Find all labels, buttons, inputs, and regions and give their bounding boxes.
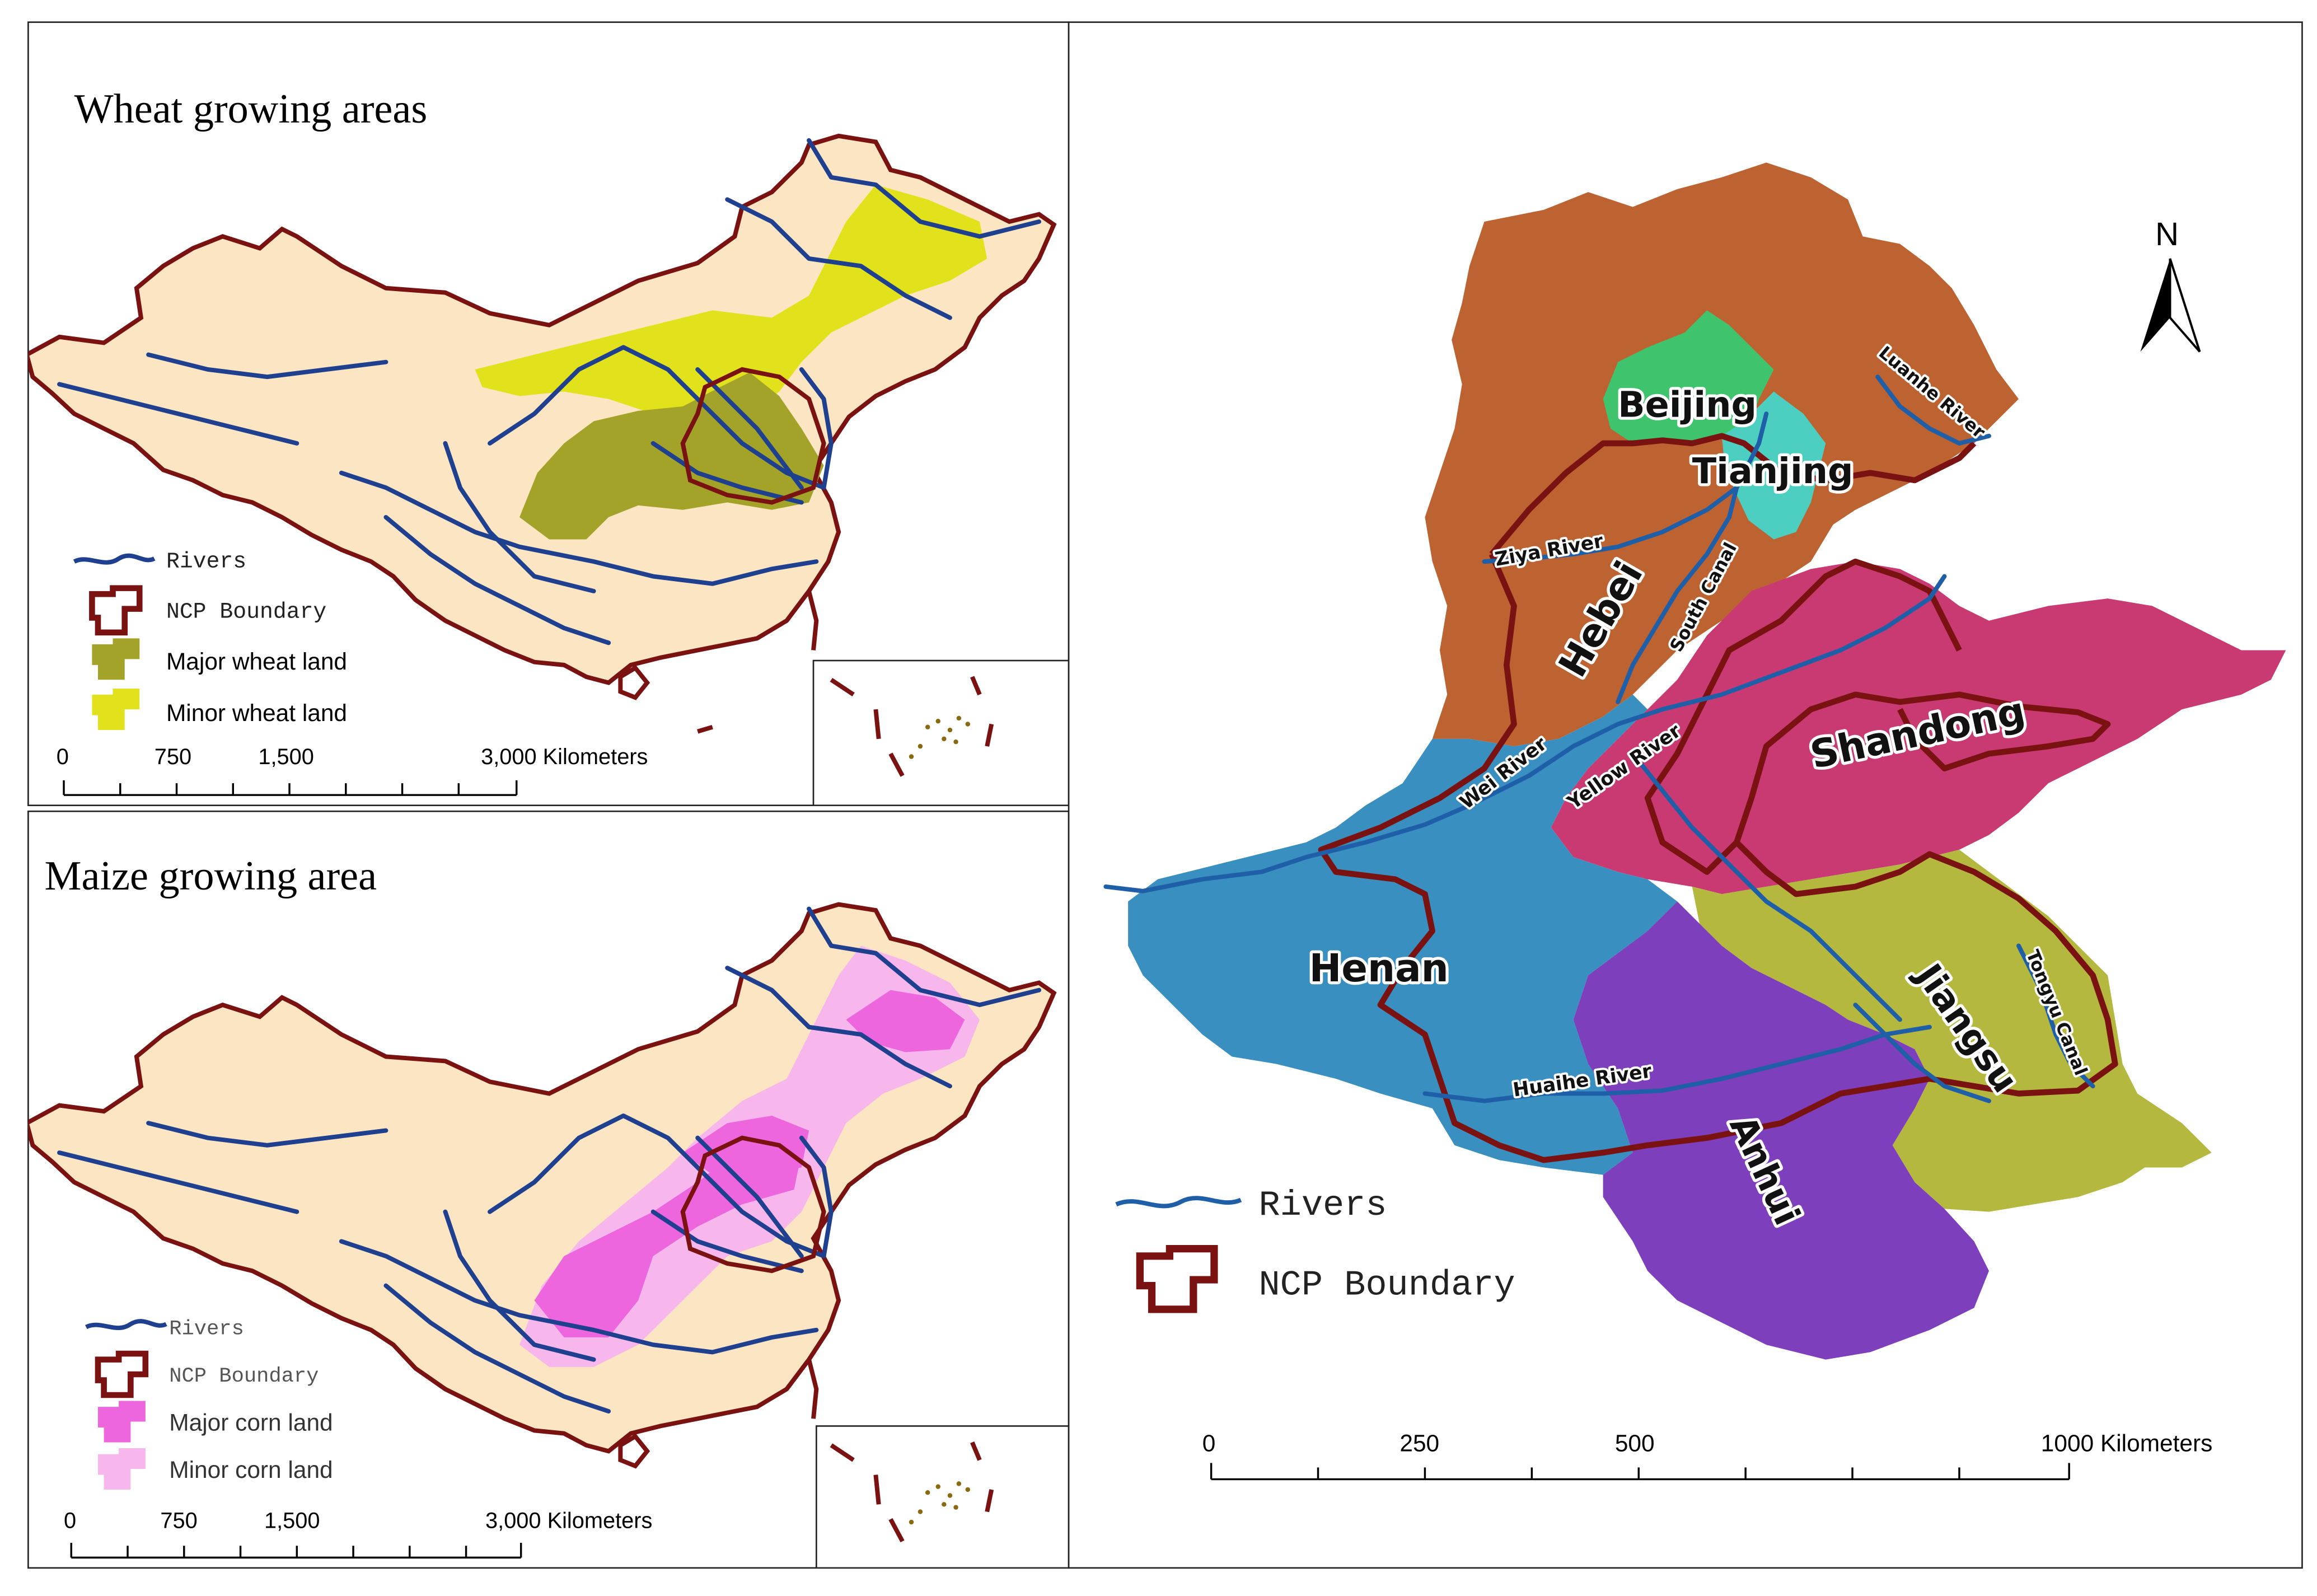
maize-legend-major-label: Major corn land [169, 1409, 333, 1435]
ncp-scale-tick-1000: 1000 Kilometers [2041, 1430, 2213, 1456]
ncp-boundary-line [1318, 433, 2118, 1163]
north-arrow-right [2169, 258, 2201, 353]
maize-legend-minor-label: Minor corn land [169, 1457, 333, 1483]
wheat-map-panel: Wheat growing areas Rivers NCP Boundary … [27, 21, 1070, 807]
maize-south-sea-inset [815, 1425, 1069, 1568]
wheat-scale-bar: 0 750 1,500 3,000 Kilometers [57, 745, 648, 796]
wheat-legend-ncp-label: NCP Boundary [166, 600, 326, 625]
wheat-south-sea-inset [812, 659, 1069, 806]
north-arrow-label: N [2155, 216, 2179, 252]
ncp-scale-line [1210, 1463, 2070, 1481]
maize-ncp-boundary [680, 1135, 826, 1274]
ncp-scale-tick-500: 500 [1615, 1430, 1655, 1456]
luanhe-river [1875, 375, 1991, 446]
maize-map-panel: Maize growing area Rivers NCP Boundary M… [27, 810, 1070, 1569]
legend-major-wheat-swatch [92, 638, 140, 680]
maize-inset-dashes [830, 1441, 994, 1543]
wheat-scale-tick-1500: 1,500 [258, 745, 314, 769]
maize-legend: Rivers NCP Boundary Major corn land Mino… [85, 1318, 333, 1490]
maize-rivers [57, 906, 1042, 1414]
major-corn-area-north [846, 990, 965, 1052]
ncp-scale-tick-250: 250 [1399, 1430, 1439, 1456]
lower-river-branch [1853, 1003, 1991, 1103]
grand-canal [1630, 751, 1902, 1022]
ncp-legend-boundary-swatch [1136, 1245, 1218, 1313]
maize-scale-tick-750: 750 [160, 1509, 197, 1533]
label-beijing: Beijing [1618, 384, 1757, 425]
wheat-rivers [57, 138, 1042, 645]
maize-panel-title: Maize growing area [45, 853, 377, 899]
province-henan[interactable] [1128, 694, 1678, 1175]
ziya-river [1482, 411, 1769, 564]
wheat-scale-tick-3000: 3,000 Kilometers [481, 745, 648, 769]
major-corn-area-ncp [682, 1116, 809, 1175]
maize-scale-bar: 0 750 1,500 3,000 Kilometers [64, 1509, 652, 1559]
legend-major-corn-swatch [97, 1401, 146, 1443]
maize-scale-tick-0: 0 [64, 1509, 76, 1533]
label-tianjing: Tianjing [1692, 450, 1853, 492]
ncp-legend: Rivers NCP Boundary [1115, 1186, 1515, 1313]
wheat-panel-title: Wheat growing areas [74, 86, 428, 132]
minor-wheat-area [475, 184, 987, 422]
legend-minor-wheat-swatch [92, 689, 140, 731]
major-corn-area [534, 1130, 802, 1338]
legend-minor-corn-swatch [97, 1448, 146, 1490]
ncp-legend-rivers-label: Rivers [1258, 1186, 1387, 1226]
south-canal [1616, 485, 1739, 704]
maize-scale-line [70, 1542, 522, 1559]
wheat-legend-rivers-label: Rivers [166, 549, 246, 574]
province-anhui[interactable] [1573, 901, 1990, 1360]
maize-legend-rivers-label: Rivers [169, 1318, 244, 1341]
ncp-scale-bar: 0 250 500 1000 Kilometers [1202, 1430, 2213, 1481]
maize-legend-river-swatch [85, 1319, 167, 1331]
maize-legend-ncp-label: NCP Boundary [169, 1365, 319, 1388]
ncp-map-panel: Beijing Tianjing Hebei Shandong Henan Ji… [1068, 21, 2303, 1569]
north-arrow-left [2140, 258, 2170, 352]
inset-dashes [830, 676, 994, 777]
label-henan: Henan [1309, 946, 1449, 991]
wei-river [1103, 722, 1621, 893]
maize-scale-tick-1500: 1,500 [264, 1509, 320, 1533]
province-hebei[interactable] [1425, 162, 2019, 747]
wheat-scale-line [63, 780, 518, 796]
wheat-islands [618, 590, 819, 734]
maize-inset-islands [909, 1481, 971, 1525]
ncp-rivers [1103, 375, 2095, 1103]
tongyu-canal [2016, 943, 2095, 1089]
ncp-legend-boundary-label: NCP Boundary [1258, 1266, 1515, 1306]
ncp-legend-river-swatch [1115, 1196, 1242, 1209]
legend-ncp-swatch [89, 585, 143, 636]
wheat-ncp-boundary [680, 367, 826, 505]
wheat-legend: Rivers NCP Boundary Major wheat land Min… [73, 549, 347, 731]
wheat-scale-tick-0: 0 [57, 745, 69, 769]
legend-river-swatch [73, 553, 156, 565]
ncp-scale-tick-0: 0 [1202, 1430, 1216, 1456]
wheat-scale-tick-750: 750 [155, 745, 191, 769]
maize-scale-tick-3000: 3,000 Kilometers [485, 1509, 652, 1533]
inset-islands [909, 715, 971, 759]
north-arrow: N [2140, 216, 2201, 353]
maize-islands [618, 1359, 819, 1469]
huaihe-river [1422, 1024, 1932, 1103]
maize-legend-ncp-swatch [95, 1350, 149, 1398]
wheat-legend-major-label: Major wheat land [166, 648, 347, 675]
yellow-river [1616, 574, 1947, 727]
province-beijing[interactable] [1603, 310, 1774, 443]
wheat-legend-minor-label: Minor wheat land [166, 700, 347, 726]
